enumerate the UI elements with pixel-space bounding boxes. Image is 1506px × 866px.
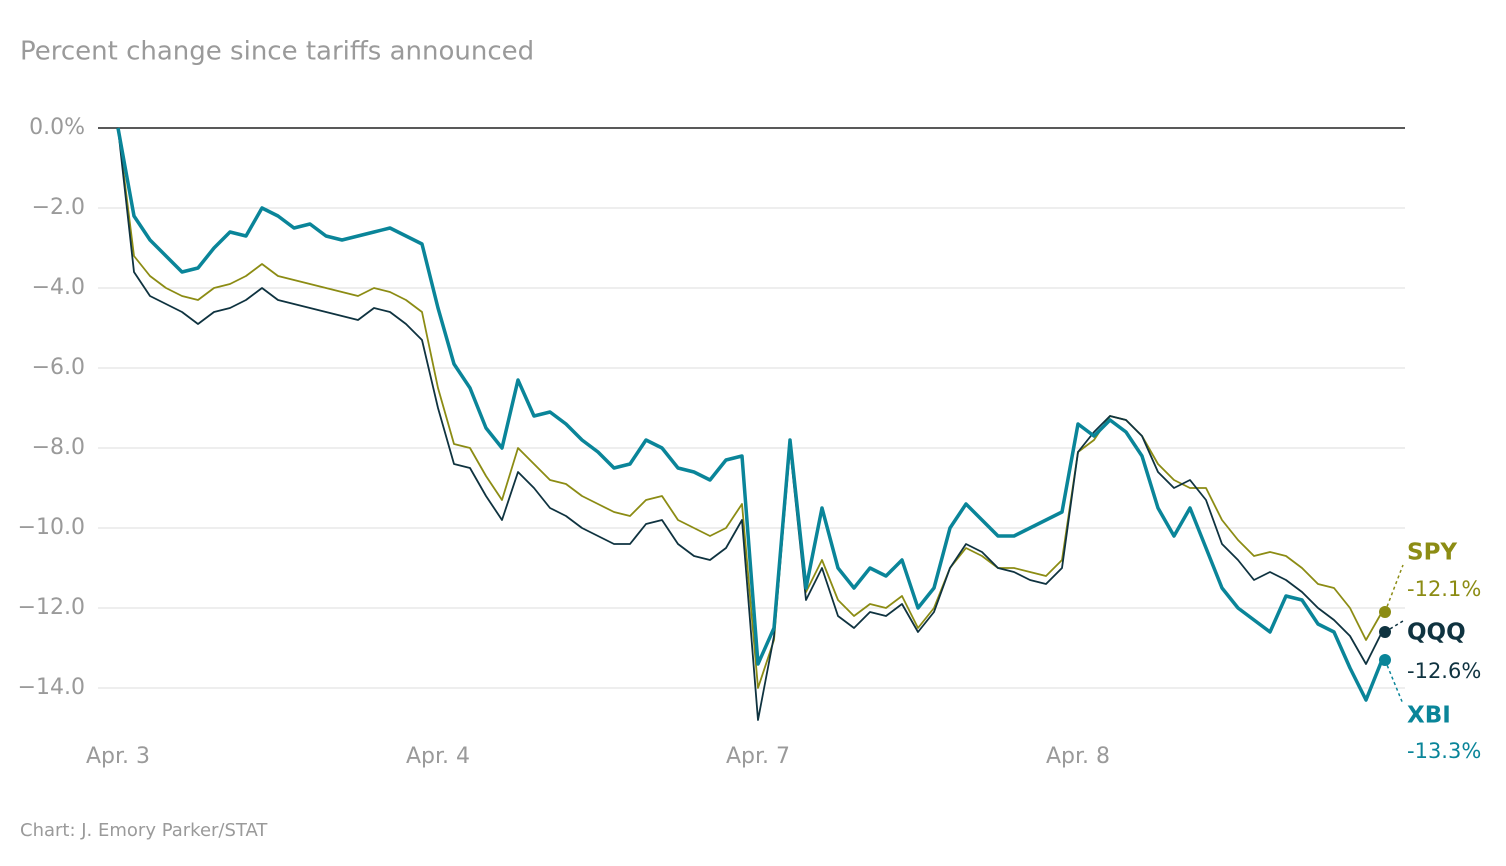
end-dot [1379,654,1391,666]
y-tick-label: 0.0% [29,115,85,140]
chart-title: Percent change since tariffs announced [20,37,534,67]
end-value-label: -12.6% [1407,659,1481,683]
y-tick-label: −2.0 [32,195,85,220]
series-line [117,127,1383,689]
x-tick-label: Apr. 3 [86,744,150,769]
y-tick-label: −8.0 [32,435,85,460]
y-tick-label: −4.0 [32,275,85,300]
legend-label: XBI [1407,703,1451,729]
series-line [116,127,1384,702]
end-dot [1379,626,1391,638]
y-tick-label: −6.0 [32,355,85,380]
x-tick-label: Apr. 7 [726,744,790,769]
end-value-label: -13.3% [1407,739,1481,763]
y-tick-label: −10.0 [18,515,85,540]
x-tick-label: Apr. 4 [406,744,470,769]
legend-label: SPY [1407,540,1457,566]
connector [1384,564,1404,613]
source: Chart: J. Emory Parker/STAT [20,820,268,841]
x-tick-label: Apr. 8 [1046,744,1110,769]
end-dot [1379,606,1391,618]
end-value-label: -12.1% [1407,577,1481,601]
legend-label: QQQ [1407,620,1466,646]
y-tick-label: −12.0 [18,595,85,620]
series-line [117,127,1383,721]
connector [1384,659,1404,705]
y-tick-label: −14.0 [18,675,85,700]
